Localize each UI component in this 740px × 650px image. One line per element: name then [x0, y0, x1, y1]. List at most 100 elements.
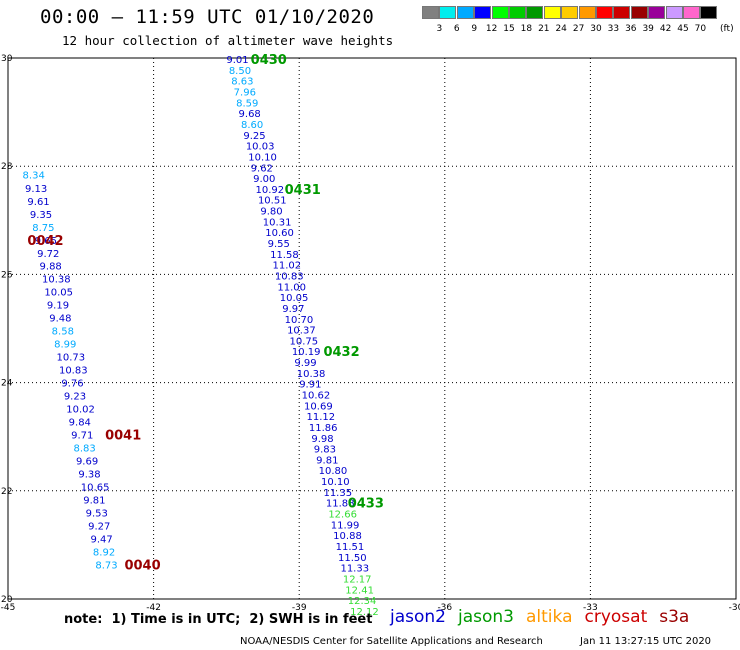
- wave-height-value: 9.19: [47, 301, 69, 312]
- colorbar-swatch: [474, 6, 492, 19]
- wave-height-value: 9.71: [71, 431, 93, 442]
- colorbar-unit: (ft): [720, 24, 734, 34]
- colorbar-label: 12: [485, 24, 498, 34]
- wave-height-value: 8.83: [74, 444, 96, 455]
- colorbar-swatch: [543, 6, 561, 19]
- colorbar-label: 30: [590, 24, 602, 34]
- x-tick-label: -36: [437, 603, 452, 613]
- wave-height-value: 10.51: [258, 196, 287, 207]
- wave-height-value: 8.58: [52, 327, 74, 338]
- wave-height-value: 9.48: [49, 314, 71, 325]
- colorbar-swatch: [456, 6, 474, 19]
- x-tick-label: -33: [583, 603, 598, 613]
- y-tick-label: 26: [1, 270, 13, 280]
- wave-height-value: 10.31: [263, 217, 292, 228]
- pass-time-label: 0431: [285, 183, 321, 198]
- colorbar-label: 27: [572, 24, 585, 34]
- wave-height-value: 11.00: [277, 282, 306, 293]
- y-tick-label: 28: [1, 162, 13, 172]
- wave-height-value: 12.12: [350, 607, 379, 618]
- colorbar-swatch: [526, 6, 544, 19]
- colorbar-swatch: [648, 6, 666, 19]
- wave-height-value: 9.27: [88, 521, 110, 532]
- colorbar-swatch: [491, 6, 509, 19]
- wave-height-value: 11.35: [323, 488, 352, 499]
- wave-height-value: 10.69: [304, 401, 333, 412]
- colorbar-label: 6: [453, 24, 460, 34]
- pass-time-label: 0040: [124, 558, 160, 573]
- wave-height-value: 10.38: [297, 369, 326, 380]
- colorbar-swatch: [422, 6, 439, 19]
- wave-height-value: 9.00: [253, 174, 275, 185]
- wave-height-value: 10.65: [81, 482, 110, 493]
- wave-height-value: 8.75: [32, 223, 54, 234]
- wave-height-value: 9.61: [27, 197, 49, 208]
- colorbar-swatch: [683, 6, 700, 19]
- wave-height-value: 9.38: [78, 469, 100, 480]
- colorbar-label: 45: [677, 24, 689, 34]
- wave-height-value: 8.63: [231, 77, 253, 88]
- x-tick-label: -30: [729, 603, 740, 613]
- wave-height-value: 10.62: [302, 391, 331, 402]
- colorbar-swatch: [439, 6, 457, 19]
- x-tick-label: -42: [146, 603, 161, 613]
- wave-height-value: 9.47: [91, 534, 113, 545]
- x-tick-label: -39: [292, 603, 307, 613]
- pass-time-label: 0430: [251, 53, 287, 68]
- wave-height-value: 9.35: [30, 210, 52, 221]
- wave-height-value: 9.68: [239, 109, 261, 120]
- y-tick-label: 20: [1, 595, 13, 605]
- wave-height-value: 10.70: [285, 315, 314, 326]
- wave-height-value: 10.10: [321, 477, 350, 488]
- wave-height-value: 9.72: [37, 249, 59, 260]
- wave-height-value: 9.99: [294, 358, 316, 369]
- colorbar-swatch: [700, 6, 718, 19]
- colorbar-label: 3: [436, 24, 443, 34]
- wave-height-value: 7.96: [234, 88, 256, 99]
- map-subtitle: 12 hour collection of altimeter wave hei…: [62, 33, 394, 48]
- wave-height-value: 8.34: [23, 170, 45, 181]
- wave-height-value: 11.86: [309, 423, 338, 434]
- wave-height-value: 12.34: [348, 596, 377, 607]
- wave-height-value: 10.38: [42, 275, 71, 286]
- wave-height-value: 9.84: [69, 418, 91, 429]
- colorbar-swatch: [509, 6, 526, 19]
- colorbar-label: 18: [520, 24, 533, 34]
- plot-frame: [7, 57, 737, 600]
- wave-height-value: 10.73: [57, 353, 86, 364]
- wave-height-value: 11.51: [336, 542, 365, 553]
- wave-height-value: 11.99: [331, 520, 360, 531]
- colorbar-swatch: [613, 6, 631, 19]
- colorbar-swatch: [561, 6, 579, 19]
- wave-height-value: 9.76: [61, 379, 83, 390]
- wave-height-value: 9.01: [226, 55, 248, 66]
- legend-item-s3a: s3a: [659, 607, 690, 627]
- wave-height-value: 8.60: [241, 120, 263, 131]
- wave-height-value: 10.37: [287, 326, 316, 337]
- y-tick-label: 22: [1, 487, 12, 497]
- legend-item-jason3: jason3: [458, 607, 514, 627]
- wave-height-value: 9.97: [282, 304, 304, 315]
- wave-height-value: 12.41: [345, 585, 374, 596]
- y-tick-label: 24: [1, 379, 13, 389]
- wave-height-value: 9.80: [260, 207, 282, 218]
- wave-height-value: 9.81: [316, 455, 338, 466]
- wave-height-value: 12.17: [343, 574, 372, 585]
- wave-height-value: 11.50: [338, 553, 367, 564]
- pass-time-label: 0432: [323, 345, 359, 360]
- wave-height-value: 10.05: [280, 293, 309, 304]
- wave-height-value: 9.98: [311, 434, 333, 445]
- wave-height-value: 9.25: [243, 131, 265, 142]
- colorbar-label: 39: [642, 24, 654, 34]
- y-tick-label: 30: [1, 54, 13, 64]
- wave-height-value: 11.33: [340, 564, 369, 575]
- wave-height-value: 10.19: [292, 347, 321, 358]
- colorbar-label: 42: [659, 24, 672, 34]
- wave-height-value: 10.02: [66, 405, 95, 416]
- satellite-legend: jason2 jason3 altika cryosat s3a: [390, 607, 701, 627]
- wave-height-value: 9.88: [40, 262, 62, 273]
- wave-height-value: 9.55: [268, 239, 290, 250]
- wave-height-value: 10.83: [59, 366, 88, 377]
- wave-height-value: 9.62: [251, 163, 273, 174]
- wave-height-value: 12.66: [328, 510, 357, 521]
